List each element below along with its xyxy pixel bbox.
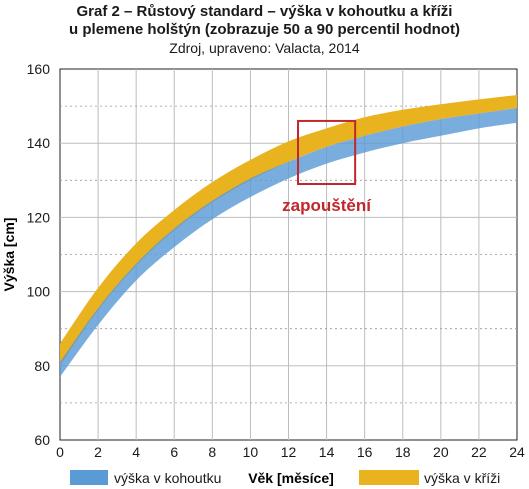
legend-label-rump: výška v kříži <box>424 470 500 486</box>
x-tick-label: 18 <box>395 444 411 460</box>
x-tick-label: 8 <box>208 444 216 460</box>
x-tick-label: 10 <box>243 444 259 460</box>
x-tick-label: 16 <box>357 444 373 460</box>
legend-label-withers: výška v kohoutku <box>114 470 221 486</box>
chart-title-line2: u plemene holštýn (zobrazuje 50 a 90 per… <box>69 21 460 38</box>
y-tick-label: 160 <box>27 61 51 77</box>
y-axis-label: Výška [cm] <box>1 218 17 292</box>
x-tick-label: 12 <box>281 444 297 460</box>
x-tick-label: 14 <box>319 444 335 460</box>
y-tick-label: 60 <box>34 432 50 448</box>
x-tick-label: 20 <box>433 444 449 460</box>
legend: výška v kohoutku výška v kříži <box>70 470 500 486</box>
x-tick-label: 22 <box>471 444 487 460</box>
x-axis-label: Věk [měsíce] <box>248 470 334 486</box>
y-tick-label: 120 <box>27 209 51 225</box>
y-tick-label: 100 <box>27 284 51 300</box>
y-tick-label: 140 <box>27 135 51 151</box>
band-rump-height <box>60 94 517 366</box>
legend-swatch-rump <box>359 470 419 485</box>
percentile-bands <box>60 94 517 377</box>
x-tick-label: 6 <box>170 444 178 460</box>
x-tick-label: 0 <box>56 444 64 460</box>
legend-swatch-withers <box>70 470 108 485</box>
x-tick-label: 4 <box>132 444 140 460</box>
x-tick-label: 2 <box>94 444 102 460</box>
x-tick-label: 24 <box>509 444 525 460</box>
annotation-box <box>297 119 357 186</box>
annotations: zapouštění <box>282 119 372 215</box>
y-tick-label: 80 <box>34 358 50 374</box>
annotation-label: zapouštění <box>282 196 372 215</box>
chart-source: Zdroj, upraveno: Valacta, 2014 <box>169 40 360 56</box>
chart-title-line1: Graf 2 – Růstový standard – výška v koho… <box>76 3 453 20</box>
